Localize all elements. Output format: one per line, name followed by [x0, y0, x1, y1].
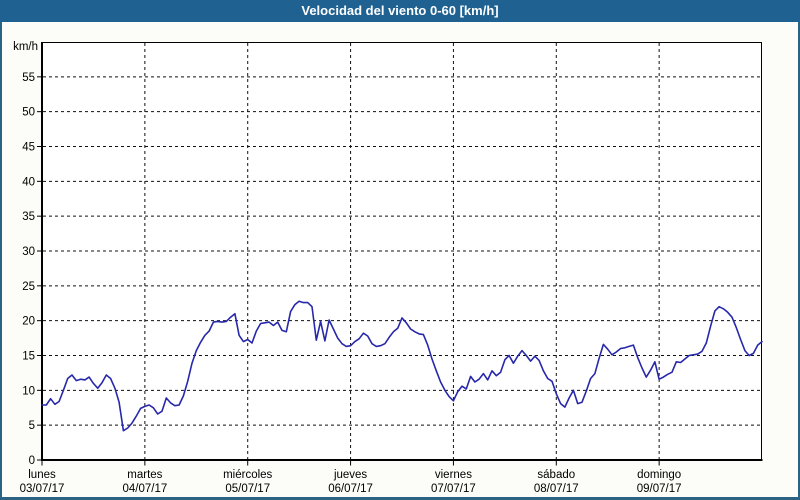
x-axis-date-label: 09/07/17: [637, 483, 682, 495]
x-axis-day-label: jueves: [333, 469, 367, 481]
wind-speed-line: [41, 300, 763, 432]
y-axis-label: 40: [22, 176, 35, 188]
window-title: Velocidad del viento 0-60 [km/h]: [301, 3, 499, 18]
y-axis-label: 30: [22, 246, 35, 258]
y-axis-label: 0: [29, 455, 35, 467]
window-border-left: [0, 22, 2, 500]
y-axis-label: 50: [22, 107, 35, 119]
x-axis-day-label: domingo: [637, 469, 681, 481]
x-axis-date-label: 03/07/17: [20, 483, 65, 495]
window-border-bottom: [0, 497, 800, 500]
x-axis-date-label: 06/07/17: [328, 483, 373, 495]
y-axis-label: 45: [22, 142, 35, 154]
y-axis-label: 5: [29, 420, 35, 432]
x-axis-day-label: sábado: [537, 469, 575, 481]
x-axis-day-label: martes: [127, 469, 162, 481]
x-axis-date-label: 05/07/17: [225, 483, 270, 495]
title-bar: Velocidad del viento 0-60 [km/h]: [0, 0, 800, 22]
x-axis-date-label: 04/07/17: [122, 483, 167, 495]
plot-background: [42, 42, 762, 460]
y-axis-label: 20: [22, 316, 35, 328]
unit-label: km/h: [13, 41, 38, 53]
window-border-right: [798, 22, 800, 500]
y-axis-label: 10: [22, 385, 35, 397]
x-axis-day-label: viernes: [435, 469, 472, 481]
x-axis-day-label: lunes: [28, 469, 56, 481]
x-axis-day-label: miércoles: [223, 469, 272, 481]
y-axis-label: 25: [22, 281, 35, 293]
y-axis-label: 55: [22, 72, 35, 84]
y-axis-label: 15: [22, 351, 35, 363]
x-axis-date-label: 07/07/17: [431, 483, 476, 495]
x-axis-date-label: 08/07/17: [534, 483, 579, 495]
y-axis-label: 35: [22, 211, 35, 223]
wind-speed-chart: 0 5 10 15 20 25 30 35 40 45 50 55 km/h lunes 03/07/17 m…: [13, 41, 763, 495]
